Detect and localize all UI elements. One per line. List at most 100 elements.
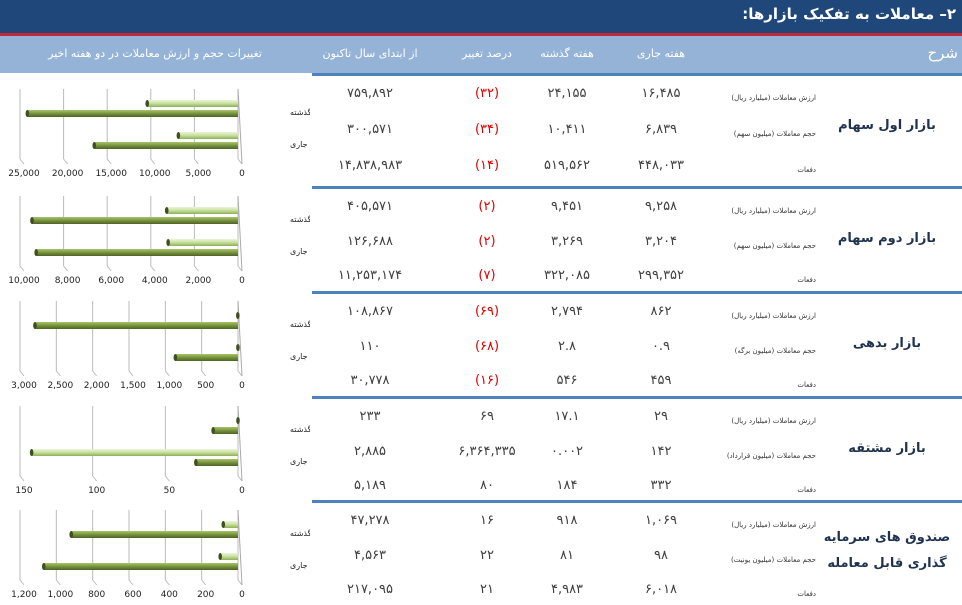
cell-ytd: ۴۷,۲۷۸ <box>350 513 390 528</box>
section-separator <box>312 73 962 76</box>
cell-last: ۱۸۴ <box>556 478 578 493</box>
row-label: حجم معاملات (میلیون سهم) <box>733 130 816 138</box>
bar-cap <box>34 249 38 256</box>
floor-tick <box>63 158 68 165</box>
category-label: هفته جاری <box>290 247 310 256</box>
category-label: هفته جاری <box>290 352 310 361</box>
row-label: حجم معاملات (میلیون سهم) <box>733 242 816 250</box>
cell-ytd: ۵,۱۸۹ <box>353 478 387 493</box>
cell-last: ۵۱۹,۵۶۲ <box>543 158 591 173</box>
cell-ytd: ۳۰۰,۵۷۱ <box>346 122 394 137</box>
category-label: هفته گذشته <box>290 107 310 117</box>
cell-pct: (۲) <box>478 199 496 214</box>
cell-ytd: ۱۴,۸۳۸,۹۸۳ <box>337 158 403 173</box>
row-label: حجم معاملات (میلیون قرارداد) <box>726 452 816 460</box>
header-percent-change: درصد تغییر <box>462 47 512 60</box>
row-label: حجم معاملات (میلیون یونیت) <box>731 556 816 564</box>
cell-last: ۸۱ <box>560 548 574 563</box>
tick-label: 20,000 <box>52 169 84 178</box>
floor-tick <box>106 158 112 165</box>
row-label: دفعات <box>797 166 816 174</box>
bar-value <box>36 249 238 256</box>
floor-tick <box>237 158 243 165</box>
cell-ytd: ۳۰,۷۷۸ <box>350 373 390 388</box>
floor-tick <box>19 370 25 377</box>
floor-tick <box>237 475 243 482</box>
cell-ytd: ۴۰۵,۵۷۱ <box>346 199 394 214</box>
tick-label: 100 <box>88 486 105 496</box>
tick-label: 2,000 <box>186 276 212 286</box>
cell-ytd: ۲۱۷,۰۹۵ <box>346 582 394 597</box>
title-bar <box>0 0 962 33</box>
tick-label: 10,000 <box>139 169 171 178</box>
floor-tick <box>106 265 112 272</box>
cell-last: ۵۴۶ <box>556 373 578 388</box>
tick-label: 0 <box>239 276 245 286</box>
tick-label: 400 <box>161 590 178 600</box>
floor-tick <box>164 579 170 586</box>
row-label: ارزش معاملات (میلیارد ریال) <box>731 312 816 320</box>
header-current-week: هفته جاری <box>636 47 686 60</box>
floor-tick <box>194 265 199 272</box>
category-label: هفته جاری <box>290 140 310 149</box>
cell-last: ۹۱۸ <box>556 513 578 528</box>
axis-line <box>237 88 243 165</box>
bar-cap <box>235 312 240 319</box>
category-label: هفته جاری <box>290 457 310 466</box>
bar-cap <box>29 449 34 456</box>
cell-current: ۳۳۲ <box>650 478 672 493</box>
cell-current: ۲۹۹,۳۵۲ <box>637 268 685 283</box>
cell-current: ۸۶۲ <box>650 304 672 319</box>
market-name: بازار اول سهام <box>838 118 936 133</box>
page-title: ۲– معاملات به تفکیک بازارها: <box>742 5 956 23</box>
cell-last: ۰.۰۰۲ <box>550 444 584 459</box>
cell-current: ۶,۰۱۸ <box>644 582 678 597</box>
bar-cap <box>236 417 240 424</box>
bar-volume <box>31 449 239 456</box>
header-last-week: هفته گذشته <box>540 47 594 60</box>
floor-tick <box>237 370 243 377</box>
cell-current: ۹۸ <box>654 548 668 563</box>
category-label: هفته گذشته <box>290 214 310 224</box>
row-label: دفعات <box>797 486 816 494</box>
floor-tick <box>19 579 25 586</box>
cell-pct: ۶۹ <box>480 409 494 424</box>
floor-tick <box>92 370 98 377</box>
column-header-row <box>0 36 962 73</box>
bar-volume <box>220 553 238 560</box>
cell-last: ۴,۹۸۳ <box>550 582 584 597</box>
row-label: ارزش معاملات (میلیارد ریال) <box>731 417 816 425</box>
row-label: دفعات <box>797 381 816 389</box>
bar-cap <box>236 344 240 351</box>
header-description: شرح <box>927 44 958 62</box>
floor-tick <box>55 370 61 377</box>
tick-label: 10,000 <box>8 276 40 286</box>
cell-last: ۲۴,۱۵۵ <box>547 86 587 101</box>
tick-label: 1,000 <box>156 381 182 391</box>
floor-tick <box>194 158 199 165</box>
cell-last: ۳۲۲,۰۸۵ <box>543 268 591 283</box>
cell-pct: (۷) <box>478 268 496 283</box>
cell-pct: (۶۹) <box>474 304 500 319</box>
floor-tick <box>19 158 25 165</box>
floor-tick <box>128 370 134 377</box>
cell-pct: (۳۲) <box>474 86 500 101</box>
bar-cap <box>166 239 170 246</box>
bar-volume <box>166 207 238 214</box>
floor-tick <box>92 475 98 482</box>
cell-last: ۲,۷۹۴ <box>550 304 584 319</box>
bar-cap <box>33 322 37 329</box>
bar-value <box>34 322 239 329</box>
cell-ytd: ۷۵۹,۸۹۲ <box>346 86 394 101</box>
bar-value <box>94 142 239 149</box>
cell-ytd: ۲,۸۸۵ <box>353 444 387 459</box>
cell-pct: (۶۸) <box>474 339 500 354</box>
row-label: دفعات <box>797 590 816 598</box>
tick-label: 15,000 <box>95 169 127 178</box>
bar-cap <box>69 531 74 538</box>
cell-pct: (۲) <box>478 234 496 249</box>
cell-current: ۳,۲۰۴ <box>644 234 678 249</box>
cell-current: ۰.۹ <box>651 339 671 354</box>
market-chart: 0 200 400 600 800 1,000 1,200 هفته گذشته هفته جا… <box>11 509 310 600</box>
tick-label: 150 <box>15 486 32 496</box>
